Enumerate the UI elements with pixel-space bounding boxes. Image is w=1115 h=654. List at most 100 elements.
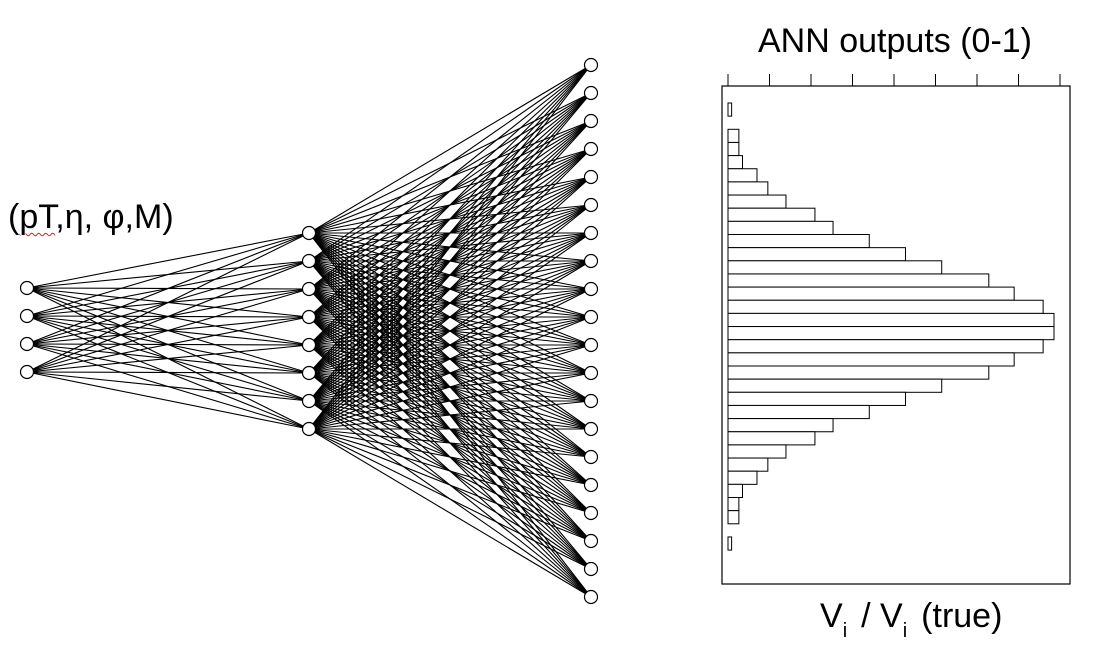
histogram-bar-30 [727, 497, 740, 512]
edge-l1-7-17 [308, 428, 592, 542]
node-layer2-9 [583, 309, 599, 325]
node-layer2-16 [583, 505, 599, 521]
node-layer2-12 [583, 393, 599, 409]
node-layer0-2 [19, 336, 35, 352]
histogram-bar-15 [727, 299, 1044, 314]
histogram-bar-14 [727, 286, 1015, 301]
node-layer2-1 [583, 85, 599, 101]
node-layer1-5 [301, 365, 317, 381]
edge-l1-5-0 [308, 64, 592, 374]
histogram-bar-7 [727, 194, 787, 209]
node-layer2-0 [583, 57, 599, 73]
histogram-top-ticks [727, 74, 1061, 86]
histogram-bar-26 [727, 444, 787, 459]
histogram-bar-0 [727, 102, 733, 117]
histogram-bar-2 [727, 128, 740, 143]
histogram-bar-8 [727, 207, 816, 222]
node-layer1-2 [301, 281, 317, 297]
node-layer2-14 [583, 449, 599, 465]
histogram-bar-19 [727, 352, 1015, 367]
edge-l0-0-0 [26, 232, 310, 289]
edge-l1-7-14 [308, 428, 592, 458]
node-layer2-4 [583, 169, 599, 185]
edge-l1-7-0 [308, 64, 592, 430]
edge-l1-7-6 [308, 232, 592, 430]
node-layer0-1 [19, 308, 35, 324]
node-layer2-18 [583, 561, 599, 577]
node-layer1-0 [301, 225, 317, 241]
histogram-bar-13 [727, 273, 990, 288]
histogram-x-label: Vi / Vi (true) [820, 597, 1003, 642]
edge-l1-3-0 [308, 64, 592, 318]
histogram-bar-12 [727, 260, 943, 275]
node-layer0-3 [19, 364, 35, 380]
node-layer1-6 [301, 393, 317, 409]
node-layer2-6 [583, 225, 599, 241]
input-variables-label: (pT,η, φ,M) [8, 198, 174, 236]
histogram-bar-28 [727, 470, 758, 485]
histogram-bar-22 [727, 391, 906, 406]
node-layer2-15 [583, 477, 599, 493]
edge-l1-7-5 [308, 204, 592, 430]
histogram-bar-6 [727, 181, 769, 196]
network-edges [26, 64, 592, 598]
histogram-bar-24 [727, 418, 834, 433]
edge-l1-7-16 [308, 428, 592, 514]
histogram-bar-18 [727, 339, 1044, 354]
node-layer2-2 [583, 113, 599, 129]
histogram-bar-21 [727, 378, 943, 393]
edge-l0-3-2 [26, 288, 310, 373]
edge-l1-1-0 [308, 64, 592, 262]
edge-l1-6-0 [308, 64, 592, 402]
edge-l1-7-18 [308, 428, 592, 570]
edge-l1-7-19 [308, 428, 592, 598]
edge-l0-3-5 [26, 371, 310, 374]
histogram-bar-27 [727, 457, 769, 472]
histogram-bar-5 [727, 168, 758, 183]
node-layer2-11 [583, 365, 599, 381]
histogram-bar-11 [727, 247, 906, 262]
histogram-bar-31 [727, 510, 740, 525]
node-layer1-1 [301, 253, 317, 269]
node-layer2-7 [583, 253, 599, 269]
edge-l0-3-1 [26, 260, 310, 373]
histogram-title: ANN outputs (0-1) [758, 22, 1032, 60]
histogram-bar-17 [727, 326, 1055, 341]
node-layer2-5 [583, 197, 599, 213]
edge-l0-3-4 [26, 344, 310, 373]
node-layer1-3 [301, 309, 317, 325]
histogram-bar-20 [727, 365, 990, 380]
histogram-bar-25 [727, 431, 816, 446]
node-layer2-17 [583, 533, 599, 549]
edge-l0-3-6 [26, 371, 310, 402]
histogram-bar-4 [727, 155, 743, 170]
edge-l0-3-7 [26, 371, 310, 430]
node-layer1-7 [301, 421, 317, 437]
node-layer2-3 [583, 141, 599, 157]
edge-l1-4-0 [308, 64, 592, 346]
edge-l0-3-0 [26, 232, 310, 373]
node-layer2-10 [583, 337, 599, 353]
edge-l0-1-0 [26, 232, 310, 317]
edge-l1-7-7 [308, 260, 592, 430]
edge-l1-7-11 [308, 372, 592, 430]
node-layer1-4 [301, 337, 317, 353]
network-nodes [19, 57, 599, 605]
histogram-bar-3 [727, 141, 740, 157]
node-layer2-8 [583, 281, 599, 297]
node-layer0-0 [19, 280, 35, 296]
histogram-bars [727, 102, 1055, 551]
edge-l1-0-0 [308, 64, 592, 234]
node-layer2-19 [583, 589, 599, 605]
histogram-bar-16 [727, 312, 1055, 328]
histogram-bar-9 [727, 220, 834, 236]
edge-l1-7-2 [308, 120, 592, 430]
edge-l0-2-0 [26, 232, 310, 345]
node-layer2-13 [583, 421, 599, 437]
edge-l1-7-1 [308, 92, 592, 430]
edge-l1-7-15 [308, 428, 592, 486]
edge-l1-7-12 [308, 400, 592, 430]
edge-l1-7-4 [308, 176, 592, 430]
edge-l1-7-8 [308, 288, 592, 430]
